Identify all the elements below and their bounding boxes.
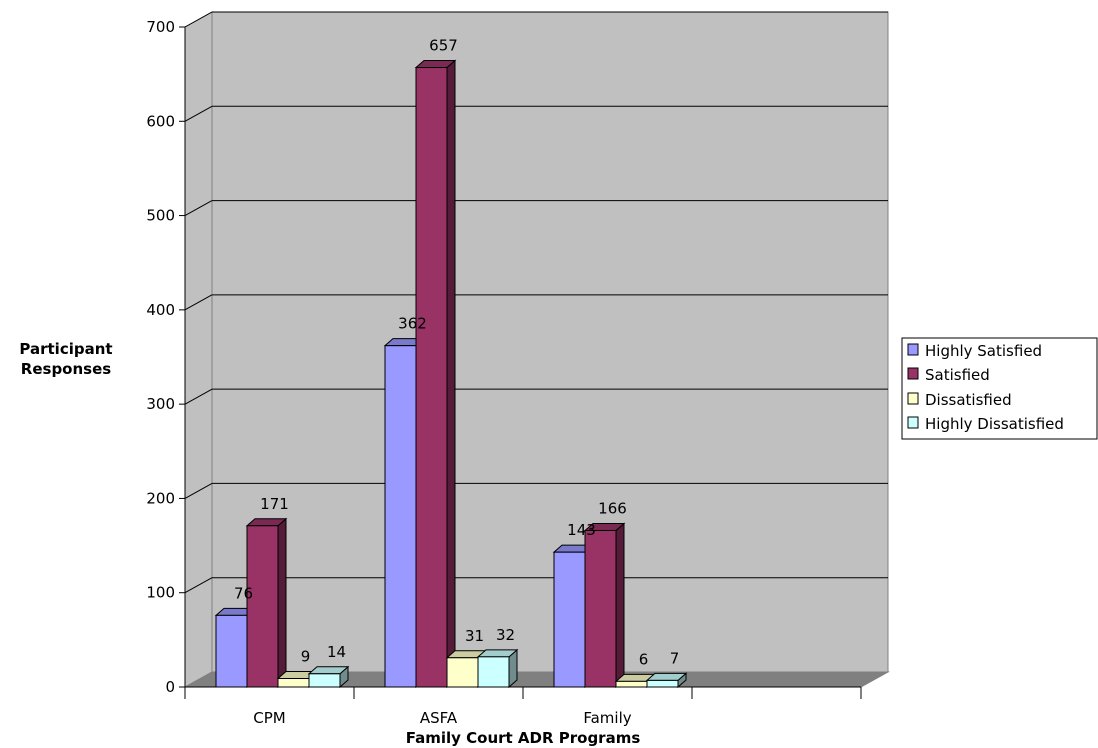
bar	[307, 665, 350, 689]
bar-side	[277, 517, 287, 689]
legend-box	[901, 337, 1098, 440]
bar-side	[446, 59, 456, 689]
legend-label-satisfied: Satisfied	[925, 366, 990, 384]
bar-front	[615, 680, 648, 688]
bar	[245, 517, 288, 689]
x-tick-label: CPM	[253, 709, 285, 727]
data-label: 171	[260, 495, 289, 513]
gridline-side	[184, 482, 213, 499]
gridline-side	[184, 577, 213, 594]
legend-label-highly-satisfied: Highly Satisfied	[925, 342, 1042, 360]
data-label: 7	[670, 649, 680, 667]
data-label: 9	[301, 648, 311, 666]
bars-group	[214, 59, 688, 689]
y-tick-label: 0	[165, 678, 175, 696]
y-tick-label: 200	[146, 489, 175, 507]
legend-swatch-highly-dissatisfied	[907, 416, 919, 429]
bar-front	[277, 678, 310, 688]
legend-label-dissatisfied: Dissatisfied	[925, 391, 1012, 409]
bar-front	[477, 656, 510, 688]
bar	[645, 672, 688, 689]
gridlines	[184, 11, 888, 594]
y-tick-label: 700	[146, 18, 175, 36]
legend-label-highly-dissatisfied: Highly Dissatisfied	[925, 415, 1064, 433]
x-axis-title: Family Court ADR Programs	[406, 729, 641, 747]
bar-front	[415, 67, 448, 688]
data-label: 657	[429, 37, 458, 55]
bar-front	[308, 673, 341, 688]
legend: Highly Satisfied Satisfied Dissatisfied …	[901, 337, 1098, 440]
data-label: 31	[465, 627, 484, 645]
y-axis-title-line1: Participant	[19, 340, 112, 358]
y-tick-label: 600	[146, 112, 175, 130]
bar-front	[553, 551, 586, 688]
axes: 0 100 200 300 400 500 600 700 CPM ASFA Family	[146, 18, 862, 727]
gridline-side	[184, 388, 213, 405]
bar-front	[384, 345, 417, 688]
gridline-side	[184, 105, 213, 122]
gridline-side	[184, 11, 213, 28]
back-wall	[211, 11, 889, 673]
data-label: 32	[496, 626, 515, 644]
y-tick-label: 400	[146, 301, 175, 319]
bar-side	[615, 522, 625, 689]
y-tick-label: 100	[146, 584, 175, 602]
y-axis-title-line2: Responses	[21, 360, 111, 378]
bar-front	[246, 525, 279, 688]
x-tick-label: ASFA	[420, 709, 458, 727]
bar	[476, 648, 519, 689]
bar	[414, 59, 457, 689]
gridline-side	[184, 200, 213, 217]
bar	[583, 522, 626, 689]
data-label: 166	[598, 499, 627, 517]
legend-swatch-highly-satisfied	[907, 343, 919, 356]
data-label: 14	[327, 643, 346, 661]
y-tick-label: 500	[146, 207, 175, 225]
data-label: 76	[234, 584, 253, 602]
legend-swatch-satisfied	[907, 367, 919, 380]
bar-front	[215, 614, 248, 688]
bar-front	[584, 529, 617, 688]
x-tick-label: Family	[583, 709, 631, 727]
bar-front	[446, 657, 479, 688]
gridline-side	[184, 294, 213, 311]
data-label: 143	[567, 521, 596, 539]
chart-walls	[183, 11, 890, 688]
bar-front	[646, 679, 679, 688]
y-tick-label: 300	[146, 395, 175, 413]
data-label: 362	[398, 315, 427, 333]
legend-swatch-dissatisfied	[907, 392, 919, 405]
data-label: 6	[639, 650, 649, 668]
